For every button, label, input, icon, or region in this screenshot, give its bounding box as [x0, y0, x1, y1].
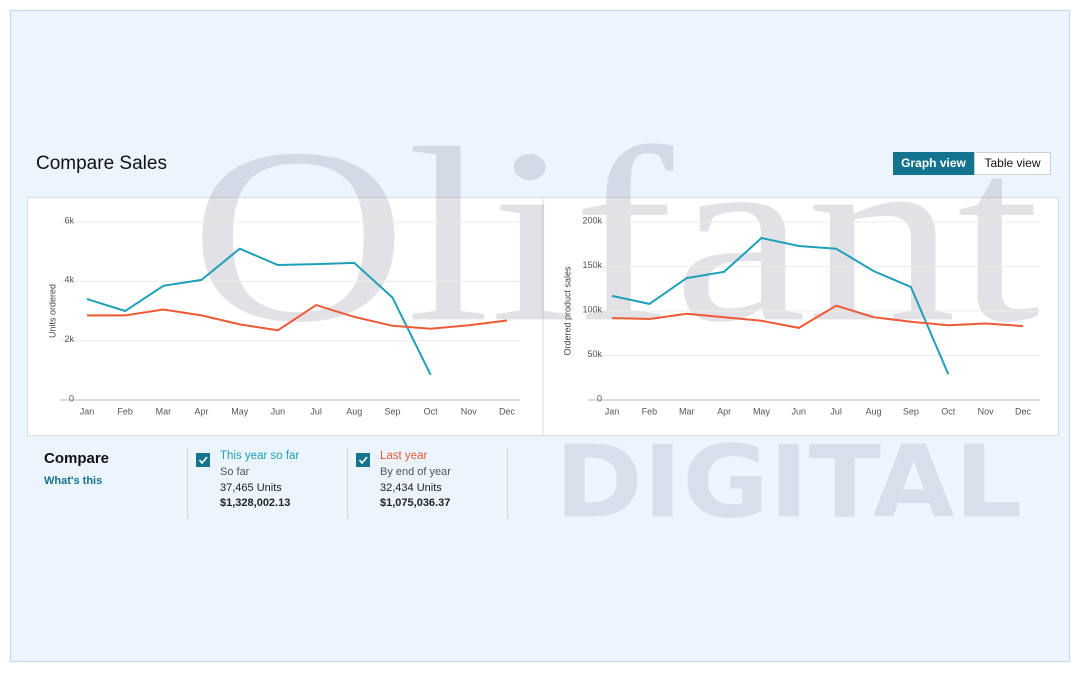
legend-label: This year so far: [220, 450, 299, 462]
compare-sales: $1,075,036.37: [380, 497, 450, 509]
y-tick-label: 50k: [587, 349, 602, 359]
compare-title: Compare: [44, 450, 109, 467]
x-tick-label: Dec: [499, 406, 516, 416]
button-label[interactable]: Table view: [984, 156, 1040, 170]
series-line: [611, 236, 950, 375]
checkbox[interactable]: [196, 453, 210, 467]
y-tick-label: 6k: [64, 215, 74, 225]
y-tick-label: 2k: [64, 334, 74, 344]
x-tick-label: Nov: [461, 406, 478, 416]
x-tick-label: Jul: [830, 406, 842, 416]
series-line: [86, 247, 432, 376]
check: [198, 456, 208, 465]
check: [358, 456, 368, 465]
x-tick-label: Nov: [978, 406, 995, 416]
y-axis-label: Ordered product sales: [562, 266, 572, 356]
y-axis-label: Units ordered: [47, 284, 57, 338]
x-tick-label: Sep: [384, 406, 400, 416]
series-line: [87, 304, 508, 332]
x-tick-label: Oct: [941, 406, 956, 416]
x-tick-label: Apr: [717, 406, 731, 416]
compare-sales: $1,328,002.13: [220, 497, 290, 509]
watermark: Olifant: [190, 97, 1040, 374]
x-tick-label: Jun: [792, 406, 807, 416]
watermark: DIGITAL: [555, 423, 1022, 540]
x-tick-label: Aug: [346, 406, 362, 416]
y-tick-label: 200k: [582, 215, 602, 225]
x-tick-label: Oct: [424, 406, 439, 416]
legend-label: Last year: [380, 450, 427, 462]
checkbox-box[interactable]: [356, 453, 370, 467]
y-tick-label: 0: [69, 393, 74, 403]
y-tick-label: 4k: [64, 275, 74, 285]
compare-units: 32,434 Units: [380, 482, 442, 494]
x-tick-label: Jun: [271, 406, 286, 416]
whats-this-link[interactable]: What's this: [44, 475, 102, 487]
compare-sub: By end of year: [380, 466, 451, 478]
x-tick-label: Apr: [195, 406, 209, 416]
x-tick-label: Sep: [903, 406, 919, 416]
x-tick-label: May: [753, 406, 771, 416]
x-tick-label: Feb: [642, 406, 658, 416]
x-tick-label: May: [231, 406, 249, 416]
page-title: Compare Sales: [36, 153, 167, 174]
graph-view-button[interactable]: [893, 152, 974, 175]
x-tick-label: Jan: [80, 406, 95, 416]
x-tick-label: Mar: [679, 406, 695, 416]
table-view-button[interactable]: [974, 152, 1051, 175]
x-tick-label: Jul: [310, 406, 322, 416]
series-line: [611, 304, 1024, 329]
x-tick-label: Mar: [156, 406, 172, 416]
x-tick-label: Aug: [866, 406, 882, 416]
compare-sub: So far: [220, 466, 250, 478]
compare-units: 37,465 Units: [220, 482, 282, 494]
y-tick-label: 0: [597, 393, 602, 403]
x-tick-label: Jan: [605, 406, 620, 416]
checkbox[interactable]: [356, 453, 370, 467]
y-tick-label: 150k: [582, 260, 602, 270]
checkbox-box[interactable]: [196, 453, 210, 467]
x-tick-label: Feb: [117, 406, 133, 416]
button-label[interactable]: Graph view: [901, 156, 966, 170]
x-tick-label: Dec: [1015, 406, 1032, 416]
y-tick-label: 100k: [582, 304, 602, 314]
